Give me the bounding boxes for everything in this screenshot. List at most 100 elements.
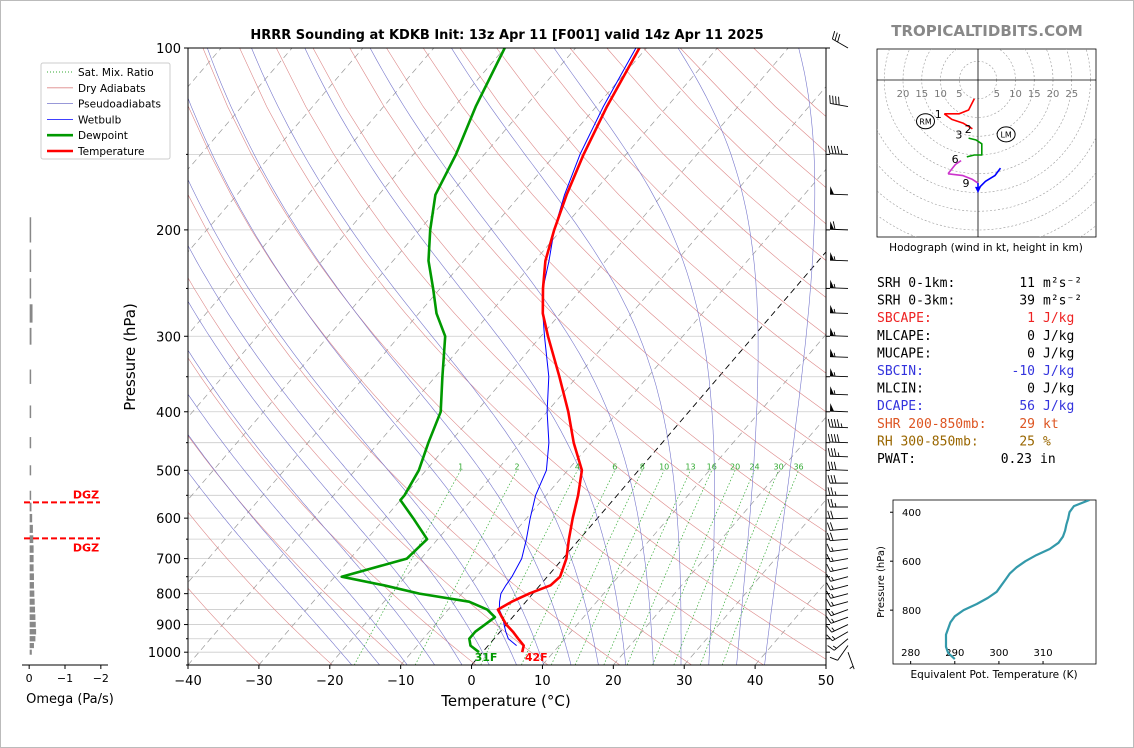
omega-bar <box>29 405 32 419</box>
chart-title: HRRR Sounding at KDKB Init: 13z Apr 11 [… <box>250 28 763 43</box>
hodograph-panel: 20 15 10 5 5 10 15 20 25 1 23 69 RM LM <box>876 48 1097 238</box>
dgz-bottom-label: DGZ <box>73 541 99 554</box>
x-tick-label: 40 <box>747 674 764 689</box>
index-value: 0.23 <box>1001 452 1032 467</box>
index-unit: J/kg <box>1043 311 1074 326</box>
wind-barb <box>827 487 848 496</box>
y-tick-label: 500 <box>156 464 181 479</box>
index-label: MLCIN: <box>877 382 924 397</box>
dry-adiabat <box>188 193 621 665</box>
dry-adiabat <box>276 48 826 617</box>
omega-bar <box>29 606 36 613</box>
hodograph-height-label: 3 <box>955 128 962 141</box>
dry-adiabat <box>459 48 826 413</box>
pseudoadiabat <box>188 471 353 665</box>
pseudoadiabat <box>188 178 517 665</box>
omega-bar <box>29 437 32 449</box>
omega-bar <box>29 278 32 299</box>
mixing-ratio-label: 20 <box>730 462 740 471</box>
pseudoadiabat <box>188 349 435 665</box>
profile-lines: 31F 42F <box>340 48 641 664</box>
wind-barb <box>826 522 849 531</box>
wind-barb <box>827 145 849 155</box>
dgz-top-label: DGZ <box>73 488 99 501</box>
legend: Sat. Mix. Ratio Dry Adiabats Pseudoadiabat… <box>40 62 171 160</box>
hodograph-ring-label: 5 <box>956 89 962 100</box>
pseudoadiabat <box>188 244 490 665</box>
hodograph-lm-marker-label: LM <box>1000 130 1011 139</box>
index-label: SBCIN: <box>877 364 924 379</box>
wind-barb <box>826 532 849 542</box>
hodograph-end-marker <box>975 186 981 194</box>
mixing-ratio-label: 13 <box>685 462 695 471</box>
dewpoint-profile <box>340 48 506 654</box>
y-tick-label: 600 <box>156 512 181 527</box>
wind-barb <box>826 554 849 563</box>
hodograph-ring-label: 5 <box>994 89 1000 100</box>
isotherm-line <box>471 251 826 665</box>
index-unit: m²s⁻² <box>1043 276 1082 291</box>
index-label: RH 300-850mb: <box>877 434 979 449</box>
omega-bar <box>29 555 34 563</box>
hodograph-ring-label: 15 <box>915 89 928 100</box>
hodograph-ring-label: 25 <box>1065 89 1078 100</box>
hodograph-height-label: 2 <box>965 123 972 136</box>
x-tick-label: −20 <box>316 674 343 689</box>
index-unit: J/kg <box>1043 382 1074 397</box>
mixing-ratio-line <box>414 470 518 665</box>
y-axis-label: Pressure (hPa) <box>121 303 139 411</box>
omega-bar <box>29 369 32 384</box>
index-label: DCAPE: <box>877 399 924 414</box>
mixing-ratio-line <box>699 470 779 665</box>
x-tick-label: −40 <box>174 674 201 689</box>
theta-e-plot <box>944 500 1090 660</box>
wind-barb <box>826 616 849 624</box>
wind-barb <box>826 631 849 642</box>
omega-bar <box>29 636 36 642</box>
wind-barb <box>827 475 848 484</box>
isotherm-line <box>400 168 826 665</box>
mixing-ratio-label: 24 <box>749 462 759 471</box>
omega-bar <box>29 502 32 512</box>
y-tick-label: 400 <box>156 406 181 421</box>
omega-bar <box>29 590 35 597</box>
main-axis-ticks: −40 −30 −20 −10 0 10 20 30 40 50 100 200 300 400 500 60… <box>148 42 834 689</box>
dry-adiabat <box>188 587 261 665</box>
pseudoadiabat <box>207 48 572 665</box>
x-tick-label: 0 <box>467 674 475 689</box>
theta-e-frame <box>892 499 1097 665</box>
omega-bar <box>29 535 34 544</box>
hodograph-ring-label: 20 <box>1047 89 1060 100</box>
dry-adiabat <box>422 48 826 452</box>
theta-e-y-tick-label: 400 <box>902 508 921 519</box>
index-value: 39 <box>1019 294 1035 309</box>
omega-bar <box>29 327 32 345</box>
theta-e-panel: 280 290 300 310 400 600 800 <box>890 499 1097 665</box>
mixing-ratio-label: 30 <box>773 462 783 471</box>
omega-bar <box>29 545 34 553</box>
index-label: MUCAPE: <box>877 346 932 361</box>
omega-bar <box>29 564 34 572</box>
wind-barb <box>827 638 849 651</box>
mixing-ratio-label: 6 <box>612 462 617 471</box>
wind-barb <box>829 95 849 107</box>
hodograph-rm-marker <box>916 113 935 130</box>
dry-adiabat <box>349 48 826 533</box>
watermark: TROPICALTIDBITS.COM <box>891 22 1083 40</box>
dry-adiabat <box>386 48 826 492</box>
mixing-ratio-line <box>673 470 755 665</box>
index-unit: J/kg <box>1043 346 1074 361</box>
dry-adiabat <box>202 48 764 665</box>
wind-barb <box>847 652 855 670</box>
wind-barb <box>829 252 849 262</box>
wind-barb <box>827 433 849 444</box>
mixing-ratio-line <box>574 470 665 665</box>
mixing-ratio-label: 36 <box>793 462 803 471</box>
index-value: 0 <box>1027 329 1035 344</box>
mixing-ratio-line <box>480 470 578 665</box>
legend-label: Pseudoadiabats <box>78 99 161 111</box>
omega-axis-label: Omega (Pa/s) <box>26 692 114 707</box>
hodograph-trace <box>947 159 962 175</box>
legend-box <box>40 62 171 160</box>
